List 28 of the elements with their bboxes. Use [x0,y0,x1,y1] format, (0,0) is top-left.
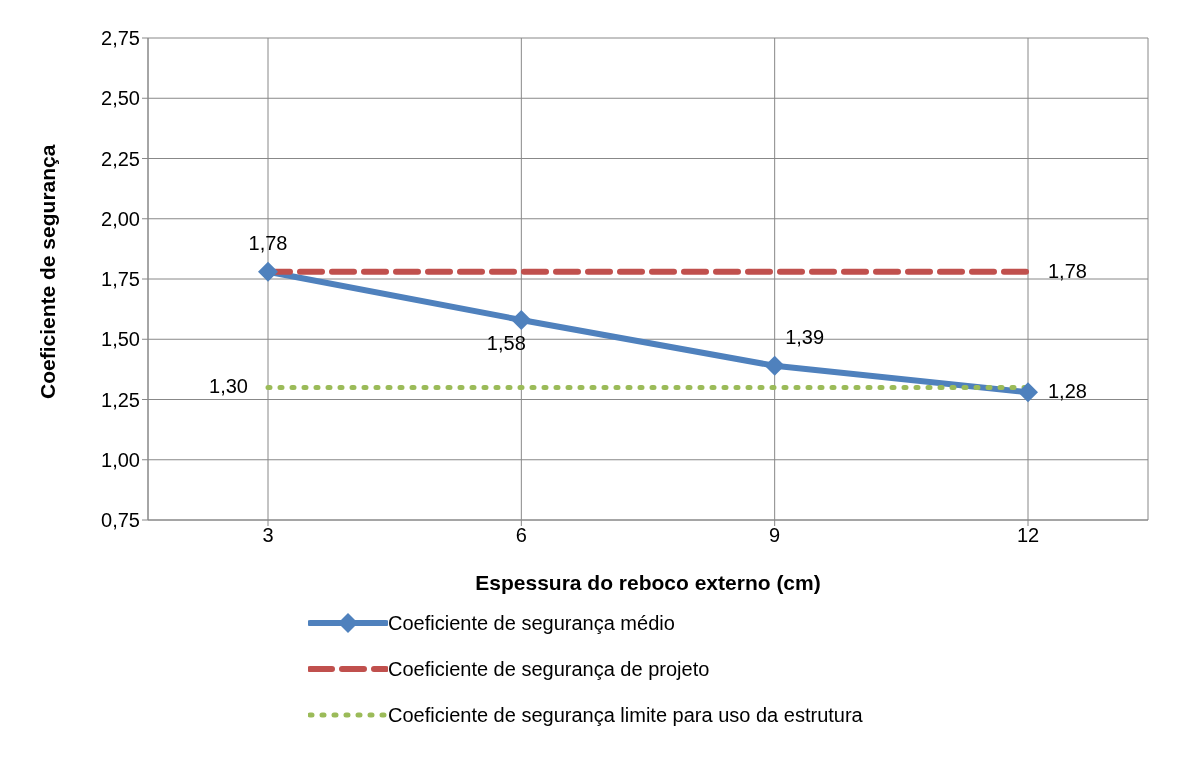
y-tick-label: 2,25 [101,147,140,170]
point [511,309,532,330]
point [764,355,785,376]
data-label: 1,28 [1048,380,1087,403]
legend-label: Coeficiente de segurança de projeto [388,657,710,681]
data-label: 1,58 [486,331,526,354]
x-tick-label: 12 [1016,524,1040,547]
y-axis-title: Coeficiente de segurança [36,144,60,399]
y-tick-label: 1,00 [101,448,140,471]
y-tick-label: 0,75 [101,509,140,532]
y-tick-label: 1,25 [101,388,140,411]
y-tick-label: 1,50 [101,328,140,351]
y-tick-label: 1,75 [101,268,140,291]
data-label: 1,78 [248,231,288,254]
y-tick-label: 2,75 [101,27,140,50]
y-tick-label: 2,50 [101,87,140,110]
data-label: 1,39 [785,325,825,348]
data-label: 1,30 [209,375,248,398]
point [1018,382,1038,403]
x-tick-label: 9 [769,524,781,547]
x-axis-title: Espessura do reboco externo (cm) [475,571,821,594]
x-tick-label: 3 [262,524,274,547]
data-label: 1,78 [1048,259,1087,282]
legend-label: Coeficiente de segurança limite para uso da estrutura [388,703,863,727]
y-tick-label: 2,00 [101,207,140,230]
x-tick-label: 6 [515,524,527,547]
point [258,261,278,282]
legend-label: Coeficiente de segurança médio [388,611,675,635]
